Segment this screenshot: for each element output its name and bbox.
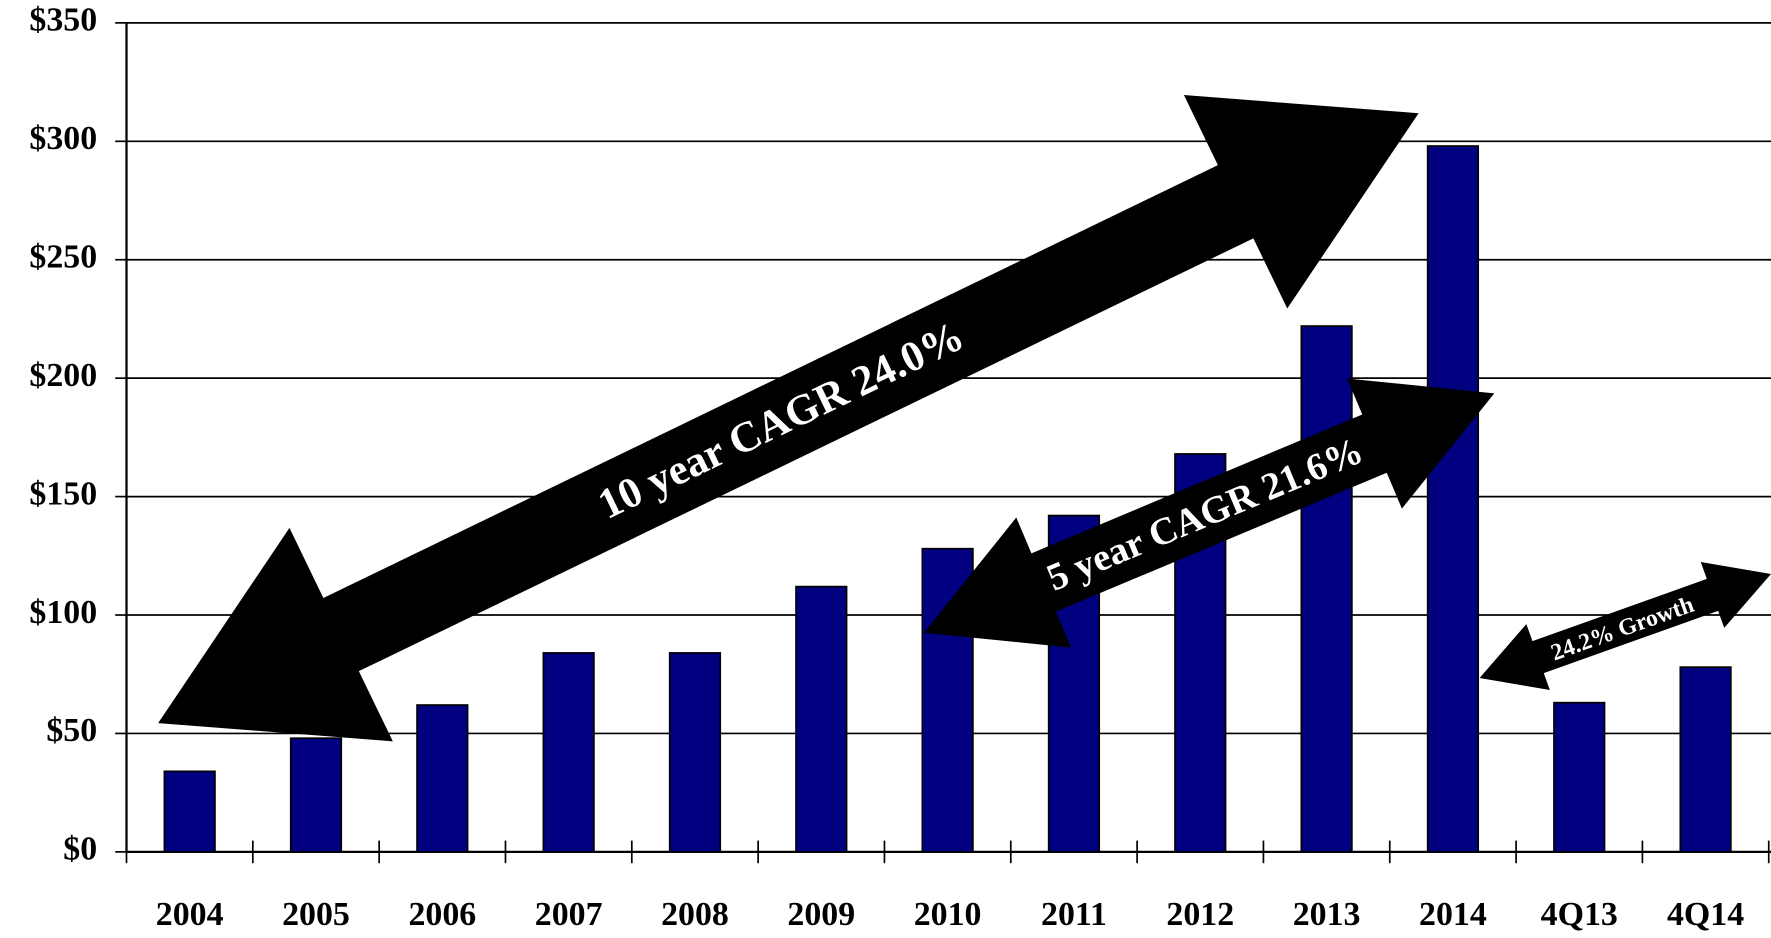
bar	[795, 585, 848, 853]
x-tick-label: 2008	[661, 896, 729, 933]
y-tick-label: $100	[29, 594, 97, 631]
bar	[289, 737, 343, 853]
arrow	[923, 378, 1495, 648]
x-tick-label: 2004	[156, 896, 224, 933]
x-tick-label: 2011	[1041, 896, 1107, 933]
y-tick-label: $200	[29, 357, 97, 394]
x-tick-label: 2007	[535, 896, 603, 933]
bar	[668, 652, 722, 853]
x-tick-label: 2012	[1166, 896, 1234, 933]
y-tick-label: $350	[29, 2, 97, 39]
bar	[1679, 666, 1732, 853]
x-tick-label: 2014	[1419, 896, 1487, 933]
x-tick-label: 2006	[408, 896, 476, 933]
y-tick-label: $250	[29, 239, 97, 276]
bar	[1426, 145, 1480, 853]
arrow	[158, 95, 1419, 742]
x-tick-label: 4Q14	[1667, 896, 1744, 933]
bar	[1300, 325, 1353, 853]
y-tick-label: $0	[63, 831, 97, 868]
y-tick-label: $150	[29, 475, 97, 512]
y-tick-label: $300	[29, 120, 97, 157]
x-tick-label: 2009	[787, 896, 855, 933]
arrow	[1479, 561, 1771, 691]
x-tick-label: 2013	[1293, 896, 1361, 933]
bar	[542, 652, 595, 853]
bar	[1553, 701, 1606, 853]
x-tick-label: 4Q13	[1541, 896, 1618, 933]
x-tick-label: 2005	[282, 896, 350, 933]
bar	[416, 704, 469, 853]
y-tick-label: $50	[46, 712, 97, 749]
bar	[163, 770, 216, 853]
x-tick-label: 2010	[914, 896, 982, 933]
